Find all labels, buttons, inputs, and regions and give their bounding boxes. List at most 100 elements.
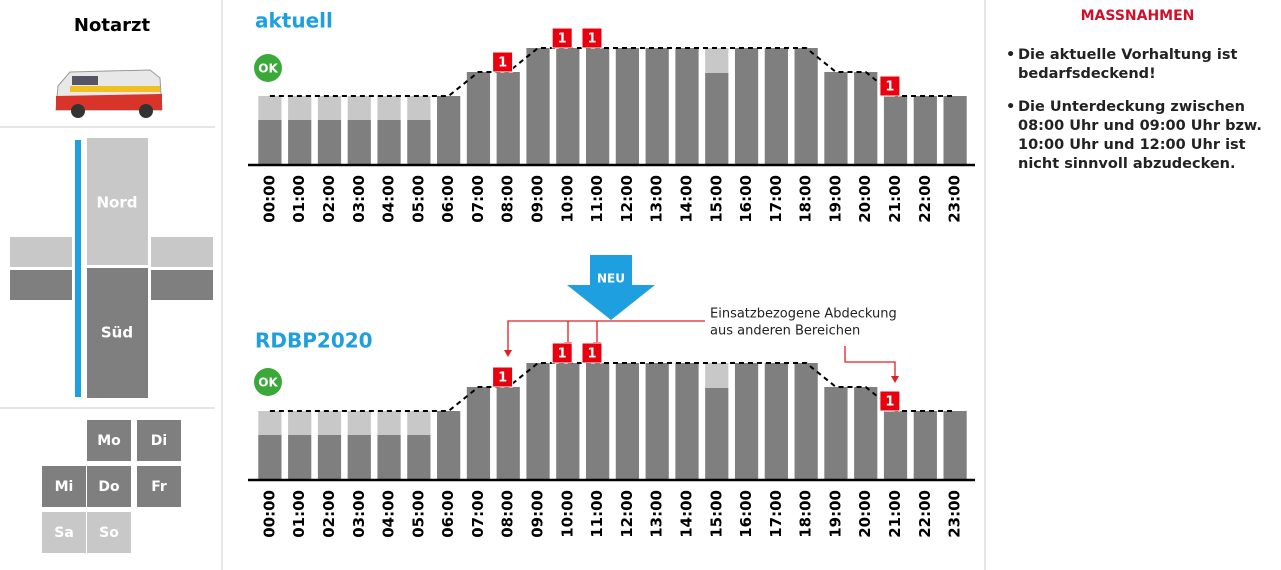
bar	[645, 363, 669, 480]
x-tick-label: 19:00	[826, 490, 844, 538]
bar	[317, 411, 342, 435]
x-tick-label: 03:00	[350, 175, 368, 223]
x-tick-label: 00:00	[260, 490, 278, 538]
bar	[854, 387, 878, 480]
marker	[879, 75, 901, 97]
region-line	[75, 140, 81, 397]
x-tick-label: 11:00	[588, 490, 606, 538]
bar	[377, 120, 401, 165]
bar	[943, 411, 967, 480]
region	[10, 270, 72, 300]
annotation-arrows	[507, 320, 896, 378]
day-box	[42, 466, 86, 507]
x-tick-label: 14:00	[677, 490, 695, 538]
x-tick-label: 00:00	[260, 175, 278, 223]
day-label: Do	[98, 479, 120, 495]
x-tick-label: 08:00	[499, 175, 517, 223]
status-label: OK	[258, 376, 278, 390]
bar	[705, 73, 729, 165]
marker	[581, 342, 603, 364]
day-label: Mi	[55, 479, 74, 495]
x-tick-label: 20:00	[856, 175, 874, 223]
marker	[879, 390, 901, 412]
bar	[496, 72, 520, 165]
marker	[551, 27, 573, 49]
arrow-label: NEU	[597, 272, 625, 286]
bar	[883, 96, 908, 165]
x-tick-label: 17:00	[767, 490, 785, 538]
x-tick-label: 19:00	[826, 175, 844, 223]
bar	[615, 48, 640, 165]
bar	[734, 48, 759, 165]
marker-label: 1	[558, 347, 567, 362]
status-label: OK	[258, 62, 278, 76]
bar	[585, 48, 610, 165]
bar	[556, 48, 580, 165]
x-tick-label: 08:00	[499, 490, 517, 538]
bar	[347, 435, 371, 480]
bar	[407, 411, 431, 435]
annotation: Einsatzbezogene Abdeckung	[710, 307, 897, 322]
region	[87, 138, 148, 265]
region	[10, 237, 72, 267]
bar	[258, 435, 282, 480]
x-tick-label: 01:00	[290, 175, 308, 223]
vehicle-icon	[55, 69, 163, 118]
marker-label: 1	[885, 395, 894, 410]
marker-label: 1	[587, 347, 596, 362]
bar	[347, 411, 371, 435]
annotation: aus anderen Bereichen	[710, 324, 860, 339]
demand-line	[269, 362, 956, 412]
x-tick-label: 09:00	[529, 490, 547, 538]
bar	[734, 363, 759, 480]
day-box	[87, 420, 131, 461]
bar	[705, 388, 729, 480]
day-label: Sa	[54, 525, 74, 541]
x-tick-label: 11:00	[588, 175, 606, 223]
marker-label: 1	[587, 32, 596, 47]
bar	[377, 435, 401, 480]
bar	[466, 387, 491, 480]
x-tick-label: 13:00	[648, 490, 666, 538]
x-tick-label: 23:00	[946, 175, 964, 223]
bar	[705, 48, 729, 73]
x-tick-label: 05:00	[409, 490, 427, 538]
bar	[794, 363, 818, 480]
bar	[288, 435, 312, 480]
bar	[258, 96, 282, 120]
marker	[492, 51, 514, 73]
x-tick-label: 16:00	[737, 175, 755, 223]
x-tick-label: 12:00	[618, 490, 636, 538]
arrow	[567, 255, 655, 320]
sidebar-title: Notarzt	[74, 15, 151, 36]
bar	[764, 48, 788, 165]
bar	[645, 48, 669, 165]
measures-title: MASSNAHMEN	[1080, 8, 1195, 24]
x-tick-label: 14:00	[677, 175, 695, 223]
x-tick-label: 15:00	[707, 175, 725, 223]
x-tick-label: 04:00	[380, 490, 398, 538]
x-tick-label: 13:00	[648, 175, 666, 223]
bar	[258, 120, 282, 165]
status-badge	[254, 54, 282, 82]
x-tick-label: 15:00	[707, 490, 725, 538]
bar	[526, 363, 550, 480]
measures-panel: MASSNAHMEN Die aktuelle Vorhaltung ist b…	[1000, 8, 1275, 188]
x-tick-label: 23:00	[946, 490, 964, 538]
bar	[347, 120, 371, 165]
x-tick-label: 18:00	[797, 175, 815, 223]
bar	[615, 363, 640, 480]
x-tick-label: 07:00	[469, 175, 487, 223]
bar	[317, 435, 342, 480]
bar	[943, 96, 967, 165]
bar	[913, 96, 937, 165]
day-label: Mo	[97, 433, 121, 449]
x-tick-label: 02:00	[320, 175, 338, 223]
chart-title: aktuell	[255, 9, 333, 33]
bar	[705, 363, 729, 388]
bar	[883, 411, 908, 480]
bar	[824, 387, 848, 480]
bar	[824, 72, 848, 165]
x-tick-label: 05:00	[409, 175, 427, 223]
